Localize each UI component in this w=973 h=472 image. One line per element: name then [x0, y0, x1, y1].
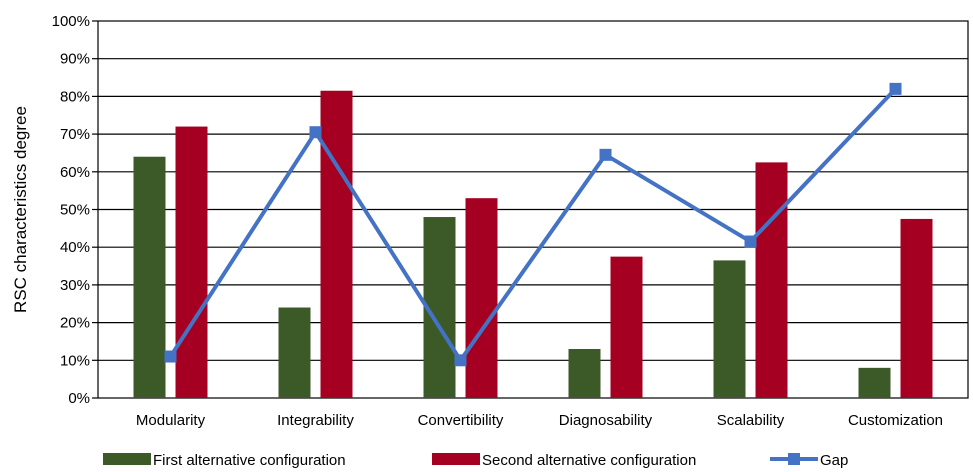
bar — [320, 90, 353, 399]
bar — [755, 162, 788, 398]
y-tick-label: 90% — [60, 51, 90, 68]
y-axis-ticks: 0% 10% 20% 30% 40% 50% 60% 70% 80% 90% 100% — [52, 13, 98, 407]
y-tick-label: 30% — [60, 277, 90, 294]
x-tick-label: Diagnosability — [559, 412, 653, 429]
x-axis-ticks: Modularity Integrability Convertibility Dia… — [136, 412, 943, 429]
gap-line — [164, 82, 902, 367]
y-tick-label: 10% — [60, 352, 90, 369]
gridlines — [98, 58, 968, 361]
y-tick-label: 80% — [60, 88, 90, 105]
legend-label: Second alternative configuration — [482, 452, 696, 469]
bar — [610, 256, 643, 398]
legend-marker — [788, 453, 800, 465]
gap-point — [309, 126, 322, 139]
y-tick-label: 20% — [60, 315, 90, 332]
x-tick-label: Modularity — [136, 412, 206, 429]
x-tick-label: Scalability — [717, 412, 785, 429]
y-tick-label: 60% — [60, 164, 90, 181]
legend-swatch — [103, 453, 151, 465]
bars — [133, 90, 933, 399]
y-tick-label: 0% — [68, 390, 90, 407]
y-axis-title: RSC characteristics degree — [11, 106, 30, 313]
bar — [465, 198, 498, 398]
bar — [858, 367, 891, 398]
bar — [900, 218, 933, 398]
x-tick-label: Customization — [848, 412, 943, 429]
y-tick-label: 40% — [60, 239, 90, 256]
legend-swatch — [432, 453, 480, 465]
y-tick-label: 70% — [60, 126, 90, 143]
x-tick-label: Convertibility — [418, 412, 504, 429]
legend-label: Gap — [820, 452, 848, 469]
bar — [278, 307, 311, 398]
legend: First alternative configuration Second al… — [103, 452, 848, 469]
gap-point — [744, 235, 757, 248]
bar — [568, 348, 601, 398]
y-tick-label: 100% — [52, 13, 90, 30]
y-tick-label: 50% — [60, 202, 90, 219]
bar — [133, 156, 166, 398]
gap-point — [454, 354, 467, 367]
gap-point — [164, 350, 177, 363]
bar — [713, 260, 746, 398]
gap-series-line — [168, 87, 897, 363]
bar — [175, 126, 208, 398]
gap-point — [889, 82, 902, 95]
legend-label: First alternative configuration — [153, 452, 346, 469]
gap-point — [599, 148, 612, 161]
x-tick-label: Integrability — [277, 412, 354, 429]
